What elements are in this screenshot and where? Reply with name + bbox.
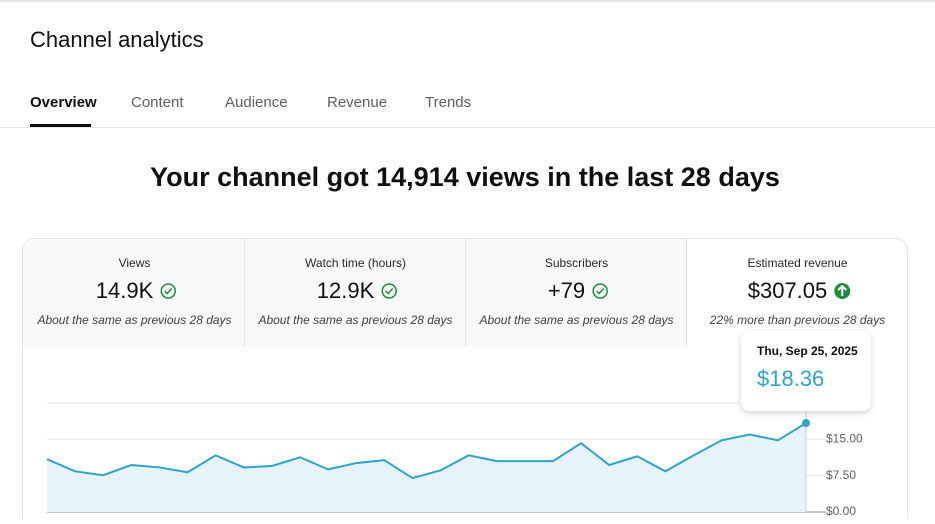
metric-label: Views xyxy=(119,256,151,270)
y-tick-label: $7.50 xyxy=(826,468,856,482)
tab[interactable]: Audience xyxy=(225,94,288,111)
area xyxy=(47,423,806,512)
trend-same-check xyxy=(385,287,394,295)
page-title: Channel analytics xyxy=(30,27,204,52)
metric-value: 14.9K xyxy=(96,278,154,303)
metric-value: 12.9K xyxy=(317,278,375,303)
tooltip xyxy=(741,331,871,411)
metric-label: Watch time (hours) xyxy=(305,256,406,270)
y-tick-label: $0.00 xyxy=(826,504,856,518)
trend-same-icon xyxy=(160,283,176,299)
trend-same-icon xyxy=(381,283,397,299)
metric-note: About the same as previous 28 days xyxy=(36,313,231,327)
trend-same-check xyxy=(164,287,173,295)
trend-up-arrow xyxy=(837,284,847,296)
hover-point[interactable] xyxy=(802,419,810,428)
metric-card-bg xyxy=(23,251,244,347)
metric-card-bg[interactable] xyxy=(244,239,465,347)
line xyxy=(46,422,807,480)
metric-card-bg[interactable] xyxy=(465,239,686,347)
metric-label: Subscribers xyxy=(545,256,608,270)
metric-note: 22% more than previous 28 days xyxy=(709,313,885,327)
y-tick-label: $15.00 xyxy=(826,432,863,446)
metric-note: About the same as previous 28 days xyxy=(257,313,452,327)
metric-value: +79 xyxy=(548,278,585,303)
tab[interactable]: Trends xyxy=(425,94,471,111)
headline: Your channel got 14,914 views in the las… xyxy=(150,162,780,192)
tooltip-value: $18.36 xyxy=(757,366,824,391)
trend-same-icon xyxy=(592,283,608,299)
tab[interactable]: Revenue xyxy=(327,94,387,111)
tab[interactable]: Overview xyxy=(30,94,97,111)
trend-same-check xyxy=(596,287,605,295)
metric-note: About the same as previous 28 days xyxy=(478,313,673,327)
tab[interactable]: Content xyxy=(131,94,184,111)
metric-value: $307.05 xyxy=(748,278,828,303)
active-tab-indicator xyxy=(30,124,91,127)
metric-label: Estimated revenue xyxy=(747,256,847,270)
tooltip-date: Thu, Sep 25, 2025 xyxy=(757,344,858,358)
